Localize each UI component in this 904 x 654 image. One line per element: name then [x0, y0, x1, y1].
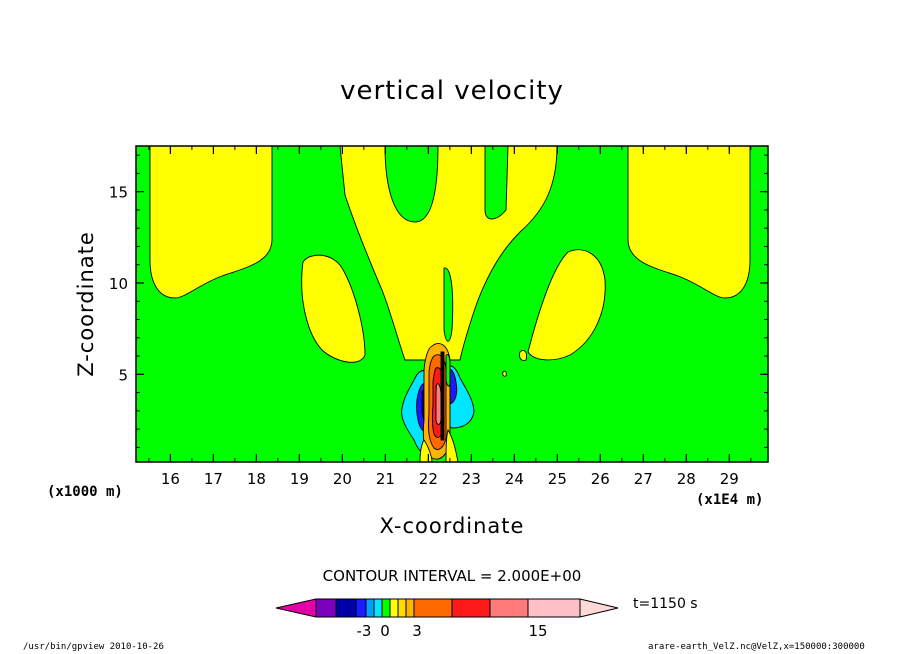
x-tick-label: 16 [161, 470, 180, 488]
upper-right-updraft [627, 145, 751, 299]
y-tick-label: 5 [118, 366, 128, 384]
colorbar-segment [315, 598, 337, 618]
colorbar-segment [451, 598, 491, 618]
x-tick-label: 19 [290, 470, 309, 488]
chart-title: vertical velocity [340, 76, 564, 106]
colorbar-segment [373, 598, 383, 618]
x-tick-label: 28 [677, 470, 696, 488]
x-tick-label: 26 [591, 470, 610, 488]
colorbar-tick-label: 15 [528, 622, 547, 640]
x-tick-label: 29 [720, 470, 739, 488]
x-tick-label: 20 [333, 470, 352, 488]
colorbar-segment [489, 598, 529, 618]
x-tick-label: 25 [548, 470, 567, 488]
colorbar-max-arrow [579, 598, 619, 618]
colorbar-segment [397, 598, 407, 618]
small-cell-b [502, 370, 507, 377]
colorbar-segment [389, 598, 399, 618]
x-tick-label: 27 [634, 470, 653, 488]
upper-left-updraft [149, 145, 273, 299]
x-tick-label: 17 [204, 470, 223, 488]
y-axis-label: Z-coordinate [74, 231, 98, 377]
updraft-core-peak [435, 383, 442, 425]
colorbar-segment [527, 598, 581, 618]
x-tick-label: 22 [419, 470, 438, 488]
x-unit-label: (x1000 m) [47, 484, 123, 500]
central-updraft [339, 145, 558, 361]
colorbar-tick-label: 3 [412, 622, 422, 640]
x-tick-label: 24 [505, 470, 524, 488]
colorbar-segment [413, 598, 453, 618]
contour-regions [149, 145, 751, 463]
colorbar-min-arrow [275, 598, 317, 618]
contour-interval-label: CONTOUR INTERVAL = 2.000E+00 [322, 567, 582, 585]
y-tick-label: 10 [109, 275, 128, 293]
footer-left: /usr/bin/gpview 2010-10-26 [23, 642, 164, 652]
axes: 16 17 18 19 20 21 22 23 24 25 26 27 28 29 5 10 15 [109, 145, 769, 488]
colorbar-segment [381, 598, 391, 618]
footer-right: arare-earth_VelZ.nc@VelZ,x=150000:300000 [648, 642, 865, 652]
colorbar-tick-label: -3 [357, 622, 372, 640]
small-cell-a [519, 349, 527, 361]
colorbar-segment [355, 598, 367, 618]
colorbar-segment [335, 598, 357, 618]
y-tick-label: 15 [109, 184, 128, 202]
green-sliver [445, 354, 451, 387]
colorbar-segment [365, 598, 375, 618]
colorbar: -3 0 3 15 [275, 598, 619, 640]
x-axis-label: X-coordinate [379, 514, 525, 538]
right-lobe-updraft [527, 249, 606, 361]
x-secondary-unit-label: (x1E4 m) [696, 492, 764, 508]
left-lobe-updraft [301, 254, 366, 363]
x-tick-label: 18 [247, 470, 266, 488]
colorbar-tick-label: 0 [380, 622, 390, 640]
x-tick-label: 21 [376, 470, 395, 488]
black-contour-column [440, 351, 445, 441]
x-tick-label: 23 [462, 470, 481, 488]
time-label: t=1150 s [633, 596, 698, 612]
colorbar-segment [405, 598, 415, 618]
central-green-column [443, 267, 454, 342]
plot-frame [135, 145, 769, 463]
